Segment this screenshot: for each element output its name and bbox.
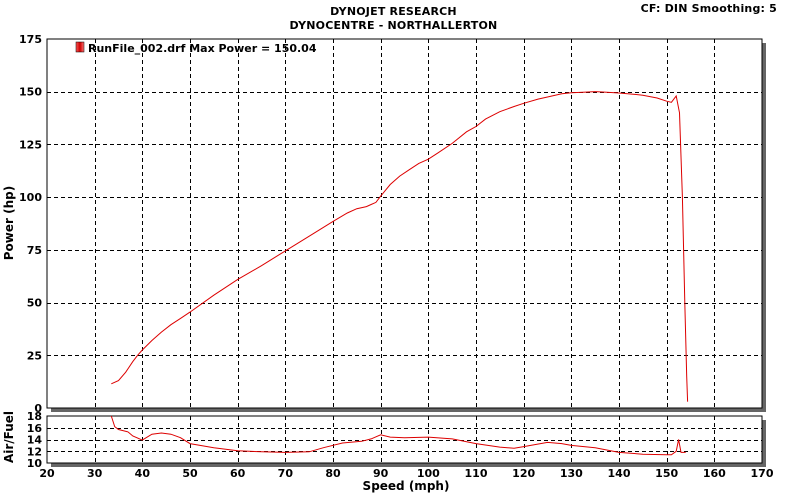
x-tick-label: 20 [39,467,55,480]
x-tick-label: 30 [87,467,103,480]
x-tick-label: 160 [703,467,726,480]
afr-y-tick-label: 16 [27,422,43,435]
afr-y-tick-label: 12 [27,445,42,458]
x-tick-label: 140 [608,467,631,480]
power-curve [111,91,689,402]
x-tick-label: 100 [417,467,440,480]
air-fuel-curve [110,415,686,456]
x-tick-label: 90 [373,467,389,480]
x-tick-label: 50 [182,467,198,480]
correction-factor-info: CF: DIN Smoothing: 5 [640,2,777,15]
x-tick-labels: 20 30 40 50 60 70 80 90 100 110 120 130 140 150 160 170 [39,467,773,480]
x-tick-label: 70 [278,467,294,480]
x-tick-label: 40 [135,467,151,480]
power-grid [47,39,762,408]
chart-subtitle: DYNOCENTRE - NORTHALLERTON [289,19,498,32]
power-y-tick-label: 125 [19,138,42,151]
legend-swatch [75,41,85,53]
x-tick-label: 110 [465,467,488,480]
power-y-tick-label: 50 [27,297,43,310]
legend: RunFile_002.drf Max Power = 150.04 [75,41,317,55]
afr-y-tick-label: 10 [27,457,43,470]
afr-y-tick-label: 18 [27,410,42,423]
power-y-tick-label: 25 [27,349,42,362]
x-tick-label: 130 [560,467,583,480]
power-y-tick-label: 75 [27,244,42,257]
y-axis-title-power: Power (hp) [2,186,16,260]
x-tick-label: 170 [751,467,774,480]
x-tick-label: 80 [325,467,341,480]
afr-plot-area [46,415,763,464]
power-y-tick-labels: 0 25 50 75 100 125 150 175 [19,33,42,415]
power-y-tick-label: 100 [19,191,42,204]
afr-y-tick-label: 14 [27,434,43,447]
y-axis-title-airfuel: Air/Fuel [2,411,16,463]
x-axis-title: Speed (mph) [363,479,450,493]
power-y-tick-label: 0 [34,402,42,415]
power-plot-area [46,38,763,409]
chart-title: DYNOJET RESEARCH [330,5,457,18]
power-y-tick-label: 175 [19,33,42,46]
x-tick-label: 120 [512,467,535,480]
x-tick-label: 60 [230,467,246,480]
x-tick-label: 150 [655,467,678,480]
legend-series-label: RunFile_002.drf Max Power = 150.04 [88,42,317,55]
power-y-tick-label: 150 [19,86,42,99]
